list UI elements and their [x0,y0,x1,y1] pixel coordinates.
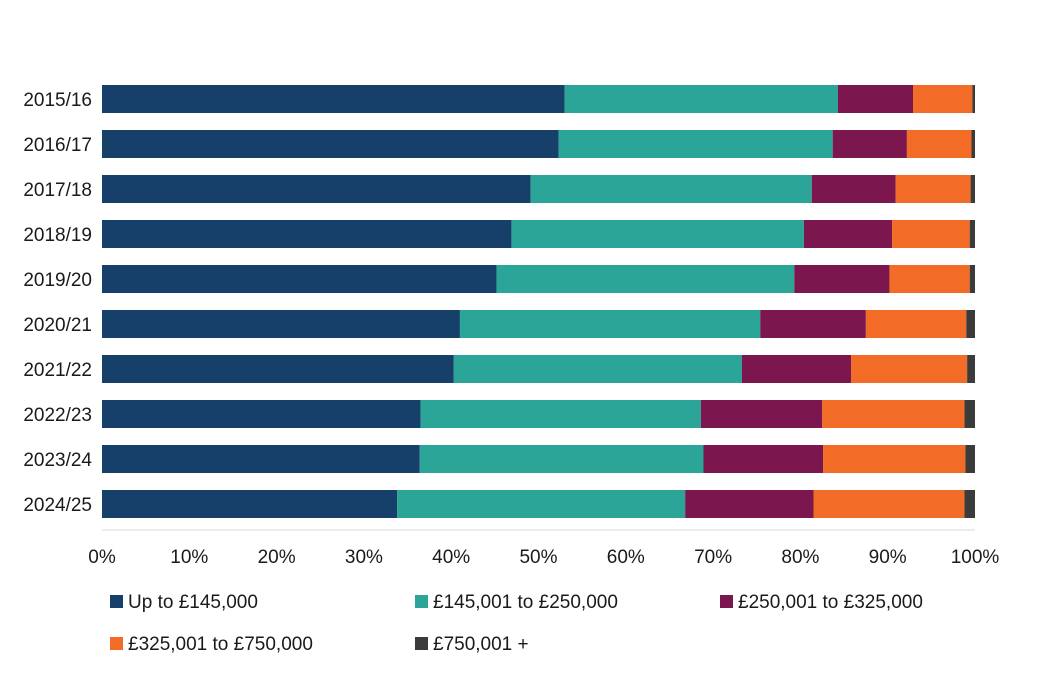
category-label: 2021/22 [23,360,92,381]
bar-segment-2021-22-series-4 [851,355,968,383]
legend-swatch [110,595,123,608]
legend-swatch [415,595,428,608]
bar-segment-2024-25-series-1 [102,490,398,518]
x-tick-label: 80% [781,547,819,568]
bars-layer [102,85,975,518]
x-axis: 0% 10% 20% 30% 40% 50% 60% 70% 80% 90% 100% [88,529,1000,568]
category-label: 2020/21 [23,315,92,336]
legend-swatch [110,637,123,650]
category-labels: 2015/16 2016/17 2017/18 2018/19 2019/20 2020/… [23,90,92,516]
x-tick-label: 90% [869,547,907,568]
bar-segment-2021-22-series-5 [967,355,975,383]
bar-segment-2019-20-series-2 [496,265,795,293]
bar-segment-2018-19-series-1 [102,220,512,248]
bar-segment-2017-18-series-3 [811,175,896,203]
x-tick-label: 100% [951,547,1000,568]
bar-segment-2023-24-series-2 [419,445,704,473]
category-label: 2018/19 [23,225,92,246]
bar-segment-2015-16-series-3 [837,85,914,113]
legend-item: £325,001 to £750,000 [110,634,313,655]
legend: Up to £145,000 £145,001 to £250,000 £250,0… [110,592,923,655]
legend-swatch [720,595,733,608]
bar-segment-2016-17-series-3 [832,130,907,158]
category-label: 2015/16 [23,90,92,111]
category-label: 2019/20 [23,270,92,291]
bar-segment-2022-23-series-4 [822,400,965,428]
legend-item: £145,001 to £250,000 [415,592,618,613]
legend-label: £145,001 to £250,000 [433,592,618,613]
bar-segment-2016-17-series-5 [971,130,975,158]
bar-segment-2021-22-series-3 [741,355,852,383]
bar-segment-2018-19-series-4 [892,220,970,248]
bar-segment-2017-18-series-5 [970,175,975,203]
bar-segment-2024-25-series-5 [964,490,975,518]
legend-swatch [415,637,428,650]
category-label: 2016/17 [23,135,92,156]
bar-segment-2021-22-series-2 [453,355,742,383]
legend-label: £250,001 to £325,000 [738,592,923,613]
bar-segment-2016-17-series-4 [906,130,972,158]
x-tick-label: 20% [258,547,296,568]
x-tick-label: 0% [88,547,116,568]
legend-label: £325,001 to £750,000 [128,634,313,655]
x-tick-label: 10% [170,547,208,568]
bar-segment-2022-23-series-3 [700,400,823,428]
category-label: 2024/25 [23,495,92,516]
bar-segment-2021-22-series-1 [102,355,454,383]
bar-segment-2018-19-series-5 [969,220,975,248]
bar-segment-2020-21-series-5 [966,310,975,338]
bar-segment-2023-24-series-3 [703,445,824,473]
bar-segment-2019-20-series-5 [969,265,975,293]
x-tick-label: 50% [519,547,557,568]
bar-segment-2022-23-series-1 [102,400,421,428]
bar-segment-2019-20-series-3 [794,265,890,293]
bar-segment-2023-24-series-1 [102,445,420,473]
category-label: 2022/23 [23,405,92,426]
bar-segment-2020-21-series-2 [459,310,761,338]
bar-segment-2022-23-series-5 [964,400,975,428]
bar-segment-2018-19-series-3 [803,220,893,248]
category-label: 2023/24 [23,450,92,471]
bar-segment-2019-20-series-1 [102,265,497,293]
bar-segment-2018-19-series-2 [511,220,804,248]
bar-segment-2015-16-series-2 [564,85,838,113]
bar-segment-2016-17-series-2 [558,130,833,158]
bar-segment-2023-24-series-4 [823,445,966,473]
bar-segment-2020-21-series-4 [865,310,967,338]
bar-segment-2017-18-series-1 [102,175,531,203]
bar-segment-2019-20-series-4 [889,265,970,293]
bar-segment-2017-18-series-4 [895,175,971,203]
bar-segment-2024-25-series-2 [397,490,686,518]
bar-segment-2015-16-series-4 [913,85,973,113]
bar-segment-2017-18-series-2 [530,175,812,203]
legend-item: £250,001 to £325,000 [720,592,923,613]
bar-segment-2022-23-series-2 [420,400,701,428]
bar-segment-2024-25-series-3 [685,490,814,518]
x-tick-label: 30% [345,547,383,568]
bar-segment-2020-21-series-3 [760,310,866,338]
x-tick-label: 40% [432,547,470,568]
category-label: 2017/18 [23,180,92,201]
bar-segment-2024-25-series-4 [813,490,965,518]
bar-segment-2015-16-series-5 [972,85,975,113]
legend-label: Up to £145,000 [128,592,258,613]
x-tick-label: 60% [607,547,645,568]
bar-segment-2020-21-series-1 [102,310,460,338]
x-tick-label: 70% [694,547,732,568]
bar-segment-2015-16-series-1 [102,85,565,113]
bar-segment-2016-17-series-1 [102,130,559,158]
legend-label: £750,001 + [433,634,529,655]
legend-item: Up to £145,000 [110,592,258,613]
bar-segment-2023-24-series-5 [965,445,975,473]
legend-item: £750,001 + [415,634,529,655]
